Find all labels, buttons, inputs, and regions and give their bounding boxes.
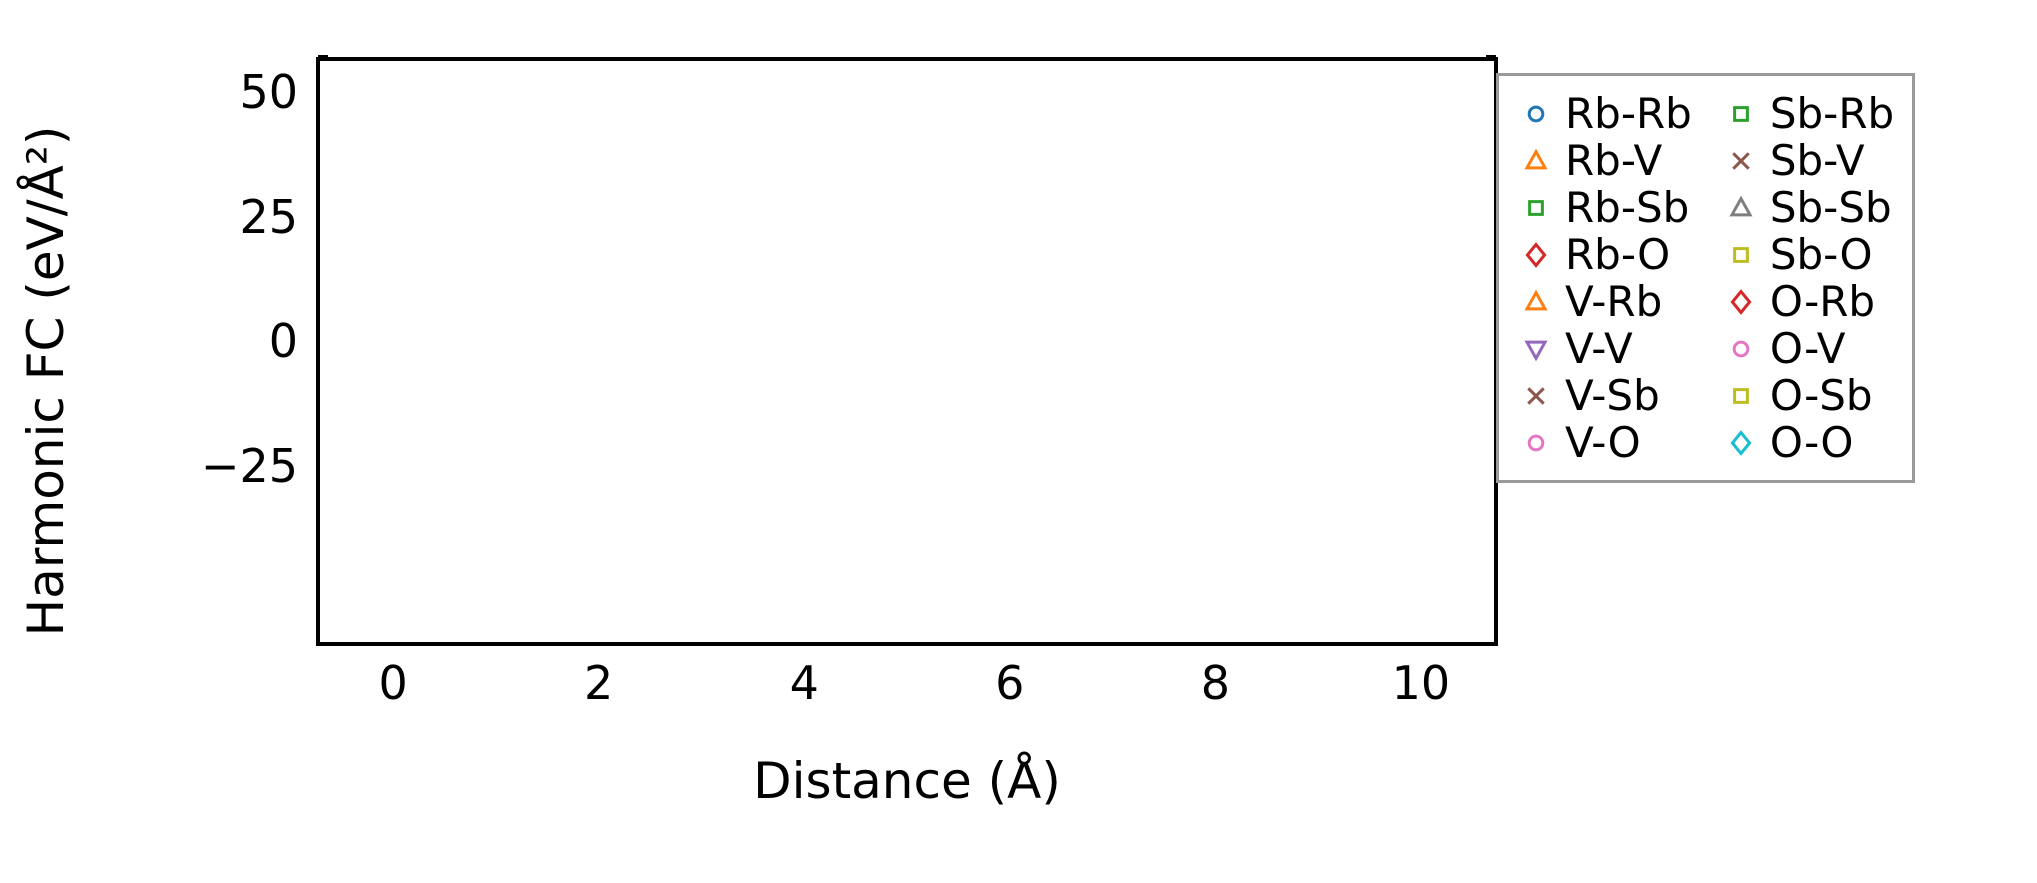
x-tick-label: 2	[584, 656, 614, 710]
legend-item-o-rb[interactable]: O-Rb	[1718, 278, 1894, 325]
legend-column-1: Rb-Rb Rb-V Rb-Sb Rb-O V-Rb V-V V-Sb V-O	[1513, 90, 1692, 466]
x-marker-icon	[1718, 140, 1764, 182]
circle-marker-icon	[1513, 93, 1559, 135]
legend-label: Sb-O	[1769, 229, 1873, 279]
x-tick-label: 4	[789, 656, 819, 710]
legend-item-v-rb[interactable]: V-Rb	[1513, 278, 1692, 325]
legend-item-v-v[interactable]: V-V	[1513, 325, 1692, 372]
y-tick-label: −25	[200, 439, 298, 493]
legend-label: V-V	[1565, 323, 1633, 373]
legend-label: V-Sb	[1565, 370, 1660, 420]
y-tick-label: 25	[239, 190, 298, 244]
triangle-down-marker-icon	[1513, 328, 1559, 370]
circle-marker-icon	[1718, 328, 1764, 370]
plot-area	[316, 57, 1498, 646]
legend-item-o-sb[interactable]: O-Sb	[1718, 372, 1894, 419]
legend-label: O-Rb	[1769, 276, 1876, 326]
legend-item-rb-v[interactable]: Rb-V	[1513, 137, 1692, 184]
legend-label: V-Rb	[1565, 276, 1663, 326]
x-tick-label: 10	[1391, 656, 1451, 710]
legend-label: Rb-Sb	[1565, 182, 1690, 232]
legend-box[interactable]: Rb-Rb Rb-V Rb-Sb Rb-O V-Rb V-V V-Sb V-O Sb-Rb Sb-…	[1496, 73, 1916, 483]
legend-item-v-sb[interactable]: V-Sb	[1513, 372, 1692, 419]
legend-item-sb-sb[interactable]: Sb-Sb	[1718, 184, 1894, 231]
x-axis-title: Distance (Å)	[753, 752, 1061, 810]
y-axis-title: Harmonic FC (eV/Å²)	[17, 125, 75, 637]
y-axis-tick-labels: 50 25 0 −25	[120, 0, 298, 883]
y-tick-label: 0	[268, 314, 298, 368]
legend-label: Sb-Rb	[1769, 88, 1895, 138]
legend-item-rb-rb[interactable]: Rb-Rb	[1513, 90, 1692, 137]
triangle-up-marker-icon	[1513, 140, 1559, 182]
x-tick-label: 8	[1200, 656, 1230, 710]
legend-label: Rb-V	[1565, 135, 1663, 185]
triangle-up-marker-icon	[1718, 187, 1764, 229]
diamond-marker-icon	[1718, 422, 1764, 464]
legend-label: Sb-V	[1769, 135, 1865, 185]
diamond-marker-icon	[1513, 234, 1559, 276]
circle-marker-icon	[1513, 422, 1559, 464]
legend-item-rb-o[interactable]: Rb-O	[1513, 231, 1692, 278]
legend-label: Rb-Rb	[1565, 88, 1692, 138]
legend-item-rb-sb[interactable]: Rb-Sb	[1513, 184, 1692, 231]
legend-label: O-O	[1769, 417, 1854, 467]
legend-label: Sb-Sb	[1769, 182, 1892, 232]
legend-item-o-o[interactable]: O-O	[1718, 419, 1894, 466]
x-tick-label: 6	[995, 656, 1025, 710]
x-marker-icon	[1513, 375, 1559, 417]
square-marker-icon	[1513, 187, 1559, 229]
diamond-marker-icon	[1718, 281, 1764, 323]
legend-label: V-O	[1565, 417, 1641, 467]
legend-item-o-v[interactable]: O-V	[1718, 325, 1894, 372]
legend-label: O-Sb	[1769, 370, 1873, 420]
y-tick-label: 50	[239, 65, 298, 119]
legend-item-sb-rb[interactable]: Sb-Rb	[1718, 90, 1894, 137]
legend-item-v-o[interactable]: V-O	[1513, 419, 1692, 466]
square-marker-icon	[1718, 234, 1764, 276]
triangle-up-marker-icon	[1513, 281, 1559, 323]
legend-label: O-V	[1769, 323, 1846, 373]
legend-item-sb-v[interactable]: Sb-V	[1718, 137, 1894, 184]
legend-column-2: Sb-Rb Sb-V Sb-Sb Sb-O O-Rb O-V O-Sb O-O	[1718, 90, 1894, 466]
square-marker-icon	[1718, 93, 1764, 135]
legend-item-sb-o[interactable]: Sb-O	[1718, 231, 1894, 278]
legend-label: Rb-O	[1565, 229, 1671, 279]
x-tick-label: 0	[378, 656, 408, 710]
square-marker-icon	[1718, 375, 1764, 417]
